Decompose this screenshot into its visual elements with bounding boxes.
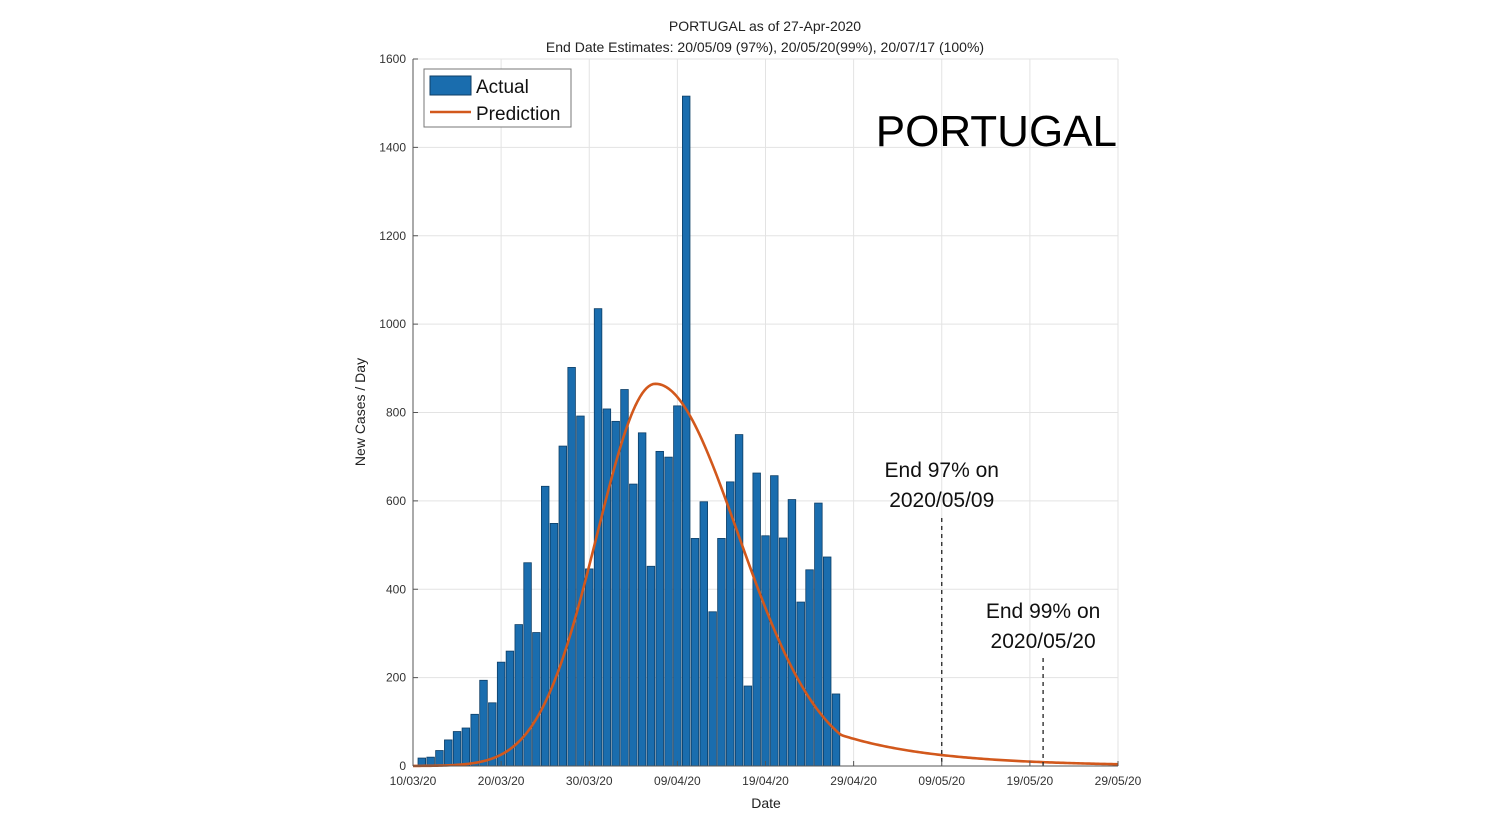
bar-26 (646, 565, 656, 767)
bar-37 (743, 685, 753, 767)
legend-swatch-actual (429, 75, 472, 96)
bar-16 (558, 445, 568, 767)
bar-15 (549, 523, 559, 767)
y-axis-label: New Cases / Day (352, 358, 368, 466)
annotation-text-1-b: 2020/05/20 (991, 630, 1096, 653)
x-tick-label-3: 09/04/20 (654, 774, 701, 788)
bar-42 (787, 499, 797, 767)
bar-27 (655, 450, 664, 767)
bar-36 (734, 434, 744, 767)
bar-6 (470, 713, 479, 767)
bar-14 (541, 485, 550, 767)
bar-25 (637, 432, 647, 767)
bar-3 (444, 739, 453, 767)
bar-29 (673, 405, 682, 767)
bar-9 (496, 661, 506, 767)
annotation-text-0-a: End 97% on (885, 459, 999, 482)
prediction-curve (412, 382, 1119, 768)
x-tick-label-5: 29/04/20 (830, 774, 877, 788)
bar-24 (629, 483, 638, 767)
bar-5 (461, 727, 471, 767)
x-tick-label-4: 19/04/20 (742, 774, 789, 788)
x-tick-label-6: 09/05/20 (918, 774, 965, 788)
bar-19 (585, 568, 594, 767)
bar-series-actual (417, 95, 841, 767)
bar-35 (726, 481, 735, 767)
y-tick-label-4: 800 (386, 406, 406, 420)
x-tick-label-1: 20/03/20 (478, 774, 525, 788)
x-tick-label-7: 19/05/20 (1007, 774, 1054, 788)
legend-label-actual: Actual (476, 77, 529, 98)
annotation-text-0-b: 2020/05/09 (889, 489, 994, 512)
y-tick-label-7: 1400 (379, 140, 406, 154)
bar-39 (761, 535, 770, 767)
y-tick-label-6: 1200 (379, 229, 406, 243)
bar-45 (814, 502, 823, 767)
bar-38 (752, 472, 761, 767)
y-tick-label-3: 600 (386, 494, 406, 508)
x-tick-label-8: 29/05/20 (1095, 774, 1142, 788)
bar-13 (532, 632, 541, 767)
end-date-annotations: End 97% on 2020/05/09 End 99% on 2020/05/20 (885, 459, 1100, 766)
y-tick-label-2: 400 (386, 582, 406, 596)
tick-labels: 0 200 400 600 800 1000 1200 1400 1600 10/03/20 20/… (379, 52, 1141, 788)
chart-subtitle: End Date Estimates: 20/05/09 (97%), 20/0… (546, 39, 984, 55)
y-tick-label-0: 0 (399, 759, 406, 773)
bar-7 (479, 679, 488, 767)
chart-title: PORTUGAL as of 27-Apr-2020 (669, 18, 861, 34)
bar-17 (567, 367, 576, 767)
x-tick-label-2: 30/03/20 (566, 774, 613, 788)
bar-44 (805, 569, 814, 767)
annotation-text-1-a: End 99% on (986, 600, 1100, 623)
bar-28 (664, 456, 673, 767)
x-tick-label-0: 10/03/20 (390, 774, 437, 788)
x-axis-label: Date (751, 795, 781, 811)
bar-46 (823, 556, 832, 767)
bar-4 (452, 731, 462, 767)
bar-30 (682, 95, 691, 767)
bar-33 (708, 611, 717, 767)
bar-2 (435, 750, 444, 767)
y-tick-label-8: 1600 (379, 52, 406, 66)
bar-32 (699, 501, 709, 767)
y-tick-label-1: 200 (386, 671, 406, 685)
y-tick-label-5: 1000 (379, 317, 406, 331)
bar-34 (717, 538, 726, 767)
legend-label-prediction: Prediction (476, 104, 561, 125)
legend: Actual Prediction (423, 68, 572, 128)
bar-31 (690, 538, 700, 767)
country-label: PORTUGAL (876, 107, 1117, 156)
bar-21 (602, 408, 612, 767)
